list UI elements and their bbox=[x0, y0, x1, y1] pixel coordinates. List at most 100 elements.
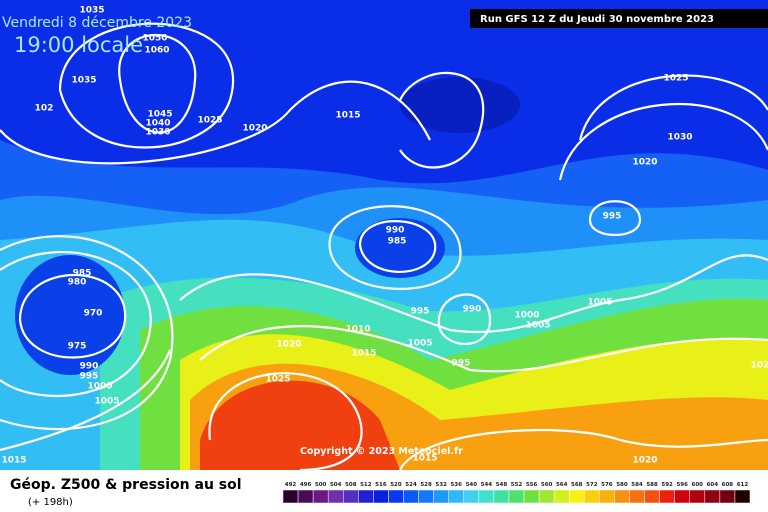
pressure-label: 995 bbox=[603, 212, 622, 222]
pressure-label: 995 bbox=[80, 372, 99, 382]
scale-label: 504 bbox=[330, 482, 342, 488]
pressure-label: 1050 bbox=[142, 34, 167, 44]
scale-label: 584 bbox=[631, 482, 643, 488]
scale-cell bbox=[448, 489, 465, 504]
scale-cell bbox=[493, 489, 510, 504]
scale-cell bbox=[553, 489, 570, 504]
scale-label: 496 bbox=[300, 482, 312, 488]
scale-cell bbox=[463, 489, 480, 504]
scale-label: 560 bbox=[541, 482, 553, 488]
scale-cell bbox=[734, 489, 751, 504]
scale-label: 492 bbox=[285, 482, 297, 488]
scale-label: 568 bbox=[571, 482, 583, 488]
scale-cell bbox=[629, 489, 645, 504]
pressure-label: 1020 bbox=[632, 158, 657, 168]
pressure-label: 990 bbox=[386, 226, 405, 236]
scale-label: 572 bbox=[586, 482, 598, 488]
time: 19:00 locale bbox=[14, 33, 143, 57]
scale-label: 552 bbox=[511, 482, 523, 488]
scale-cell bbox=[644, 489, 660, 504]
run-banner: Run GFS 12 Z du Jeudi 30 novembre 2023 bbox=[470, 9, 768, 28]
scale-cell bbox=[403, 489, 419, 504]
pressure-label: 1030 bbox=[145, 128, 170, 138]
scale-label: 564 bbox=[556, 482, 568, 488]
scale-cell bbox=[418, 489, 434, 504]
pressure-label: 980 bbox=[68, 278, 87, 288]
scale-label: 516 bbox=[375, 482, 387, 488]
scale-label: 528 bbox=[420, 482, 432, 488]
pressure-label: 1015 bbox=[412, 454, 437, 464]
pressure-label: 102 bbox=[751, 361, 768, 371]
scale-cell bbox=[373, 489, 389, 504]
scale-label: 608 bbox=[722, 482, 734, 488]
scale-cell bbox=[433, 489, 449, 504]
scale-cell bbox=[478, 489, 495, 504]
scale-cell bbox=[508, 489, 525, 504]
scale-cell bbox=[538, 489, 555, 504]
scale-label: 524 bbox=[405, 482, 417, 488]
copyright: Copyright © 2023 Meteociel.fr bbox=[300, 446, 463, 457]
pressure-label: 1040 bbox=[145, 119, 170, 129]
scale-label: 532 bbox=[435, 482, 447, 488]
scale-cell bbox=[614, 489, 630, 504]
pressure-label: 1005 bbox=[525, 321, 550, 331]
scale-label: 520 bbox=[390, 482, 402, 488]
pressure-label: 1015 bbox=[1, 456, 26, 466]
scale-label: 588 bbox=[646, 482, 658, 488]
pressure-labels: 1035105010601035102104510401030102510201… bbox=[1, 6, 768, 466]
scale-label: 600 bbox=[692, 482, 704, 488]
scale-cell bbox=[523, 489, 540, 504]
pressure-label: 1035 bbox=[79, 6, 104, 16]
pressure-label: 985 bbox=[73, 269, 92, 279]
scale-cell bbox=[358, 489, 374, 504]
pressure-label: 990 bbox=[463, 305, 482, 315]
pressure-label: 995 bbox=[411, 307, 430, 317]
pressure-label: 1005 bbox=[94, 397, 119, 407]
pressure-label: 1025 bbox=[265, 375, 290, 385]
pressure-label: 1030 bbox=[667, 133, 692, 143]
scale-cell bbox=[674, 489, 690, 504]
scale-label: 508 bbox=[345, 482, 357, 488]
pressure-label: 1020 bbox=[632, 456, 657, 466]
scale-cell bbox=[312, 489, 329, 504]
pressure-label: 985 bbox=[388, 237, 407, 247]
scale-label: 548 bbox=[496, 482, 508, 488]
footer-lead: (+ 198h) bbox=[28, 497, 73, 508]
pressure-label: 990 bbox=[80, 362, 99, 372]
pressure-label: 995 bbox=[452, 359, 471, 369]
scale-cell bbox=[659, 489, 675, 504]
pressure-label: 970 bbox=[84, 309, 103, 319]
pressure-label: 975 bbox=[68, 342, 87, 352]
scale-cell bbox=[584, 489, 600, 504]
scale-label: 592 bbox=[661, 482, 673, 488]
pressure-label: 1025 bbox=[663, 74, 688, 84]
pressure-label: 1045 bbox=[147, 110, 172, 120]
scale-label: 604 bbox=[707, 482, 719, 488]
scale-cell bbox=[704, 489, 721, 504]
scale-label: 580 bbox=[616, 482, 628, 488]
pressure-label: 1005 bbox=[587, 298, 612, 308]
scale-label: 596 bbox=[676, 482, 688, 488]
field bbox=[0, 0, 768, 470]
scale-label: 500 bbox=[315, 482, 327, 488]
scale-label: 612 bbox=[737, 482, 749, 488]
scale-cell bbox=[719, 489, 736, 504]
scale-label: 536 bbox=[450, 482, 462, 488]
pressure-label: 1015 bbox=[335, 111, 360, 121]
scale-cell bbox=[282, 489, 299, 504]
pressure-label: 1035 bbox=[71, 76, 96, 86]
scale-cell bbox=[327, 489, 344, 504]
pressure-label: 102 bbox=[35, 104, 54, 114]
scale-label: 540 bbox=[466, 482, 478, 488]
scale-label: 544 bbox=[481, 482, 493, 488]
pressure-label: 1005 bbox=[407, 339, 432, 349]
pressure-label: 1060 bbox=[144, 46, 169, 56]
scale-label: 556 bbox=[526, 482, 538, 488]
scale-cell bbox=[568, 489, 585, 504]
pressure-label: 1020 bbox=[276, 340, 301, 350]
scale-cell bbox=[689, 489, 706, 504]
scale-cell bbox=[599, 489, 615, 504]
pressure-label: 1010 bbox=[345, 325, 370, 335]
scale-label: 576 bbox=[601, 482, 613, 488]
scale-cell bbox=[343, 489, 359, 504]
